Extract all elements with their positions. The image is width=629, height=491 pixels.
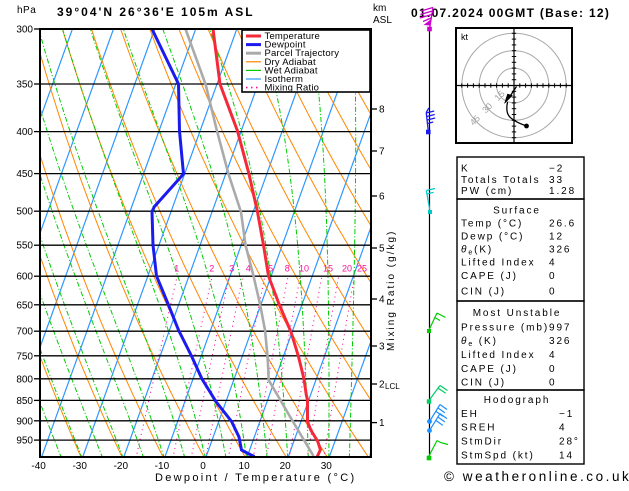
svg-text:LCL: LCL (385, 382, 400, 391)
svg-text:EH: EH (461, 409, 479, 420)
svg-text:km: km (373, 3, 386, 14)
svg-text:15: 15 (493, 89, 507, 103)
svg-text:Temperature: Temperature (265, 31, 321, 42)
svg-text:12: 12 (549, 232, 564, 243)
svg-text:326: 326 (549, 245, 571, 256)
svg-text:Most Unstable: Most Unstable (473, 308, 562, 319)
svg-text:400: 400 (16, 127, 33, 138)
svg-text:4: 4 (549, 350, 556, 361)
svg-text:0: 0 (549, 378, 556, 389)
svg-text:Dewp (°C): Dewp (°C) (461, 232, 524, 243)
svg-text:01.07.2024 00GMT (Base: 12): 01.07.2024 00GMT (Base: 12) (411, 6, 610, 20)
svg-text:5: 5 (268, 264, 273, 274)
svg-text:850: 850 (16, 396, 33, 407)
svg-text:997: 997 (549, 323, 571, 334)
svg-text:Temp (°C): Temp (°C) (461, 219, 523, 230)
svg-text:20: 20 (342, 264, 352, 274)
svg-text:800: 800 (16, 374, 33, 385)
svg-text:θe(K): θe(K) (461, 245, 493, 257)
svg-text:Mixing Ratio (g/kg): Mixing Ratio (g/kg) (386, 230, 397, 351)
svg-text:950: 950 (16, 436, 33, 447)
svg-text:300: 300 (16, 25, 33, 36)
svg-text:10: 10 (299, 264, 309, 274)
svg-text:0: 0 (549, 364, 556, 375)
svg-text:Wet Adiabat: Wet Adiabat (265, 65, 318, 76)
svg-text:Mixing Ratio: Mixing Ratio (265, 83, 320, 94)
svg-text:500: 500 (16, 207, 33, 218)
svg-text:10: 10 (239, 461, 251, 472)
svg-text:26.6: 26.6 (549, 219, 576, 230)
svg-text:0: 0 (549, 287, 556, 298)
svg-text:2: 2 (379, 380, 385, 391)
svg-text:0: 0 (200, 461, 206, 472)
svg-text:Pressure (mb): Pressure (mb) (461, 323, 549, 334)
svg-text:Parcel Trajectory: Parcel Trajectory (265, 48, 340, 59)
svg-text:K: K (461, 164, 470, 175)
svg-text:4: 4 (379, 295, 385, 306)
svg-text:Dewpoint: Dewpoint (265, 40, 306, 51)
svg-text:Lifted Index: Lifted Index (461, 350, 536, 361)
svg-text:-20: -20 (114, 461, 129, 472)
svg-text:3: 3 (229, 264, 234, 274)
svg-text:7: 7 (379, 147, 385, 158)
svg-text:600: 600 (16, 272, 33, 283)
svg-text:350: 350 (16, 80, 33, 91)
svg-text:4: 4 (549, 258, 556, 269)
svg-text:hPa: hPa (17, 5, 36, 16)
svg-text:326: 326 (549, 336, 571, 347)
svg-text:ASL: ASL (373, 15, 392, 26)
svg-text:0: 0 (549, 271, 556, 282)
svg-text:−2: −2 (549, 164, 564, 175)
svg-text:14: 14 (559, 450, 574, 461)
svg-text:CAPE (J): CAPE (J) (461, 364, 518, 375)
svg-text:2: 2 (209, 264, 214, 274)
svg-text:750: 750 (16, 351, 33, 362)
svg-text:1.28: 1.28 (549, 186, 576, 197)
svg-text:550: 550 (16, 241, 33, 252)
svg-text:PW (cm): PW (cm) (461, 186, 513, 197)
svg-text:-40: -40 (31, 461, 46, 472)
svg-text:Dry Adiabat: Dry Adiabat (265, 57, 316, 68)
svg-text:-10: -10 (155, 461, 170, 472)
svg-text:© weatheronline.co.uk: © weatheronline.co.uk (444, 469, 629, 484)
svg-text:Surface: Surface (493, 206, 541, 217)
svg-text:kt: kt (461, 32, 469, 42)
svg-text:700: 700 (16, 327, 33, 338)
svg-text:Hodograph: Hodograph (484, 395, 551, 406)
svg-text:8: 8 (285, 264, 290, 274)
svg-text:30: 30 (480, 101, 494, 115)
svg-text:StmDir: StmDir (461, 437, 503, 448)
svg-text:Isotherm: Isotherm (265, 74, 304, 85)
svg-text:39°04'N 26°36'E 105m ASL: 39°04'N 26°36'E 105m ASL (57, 5, 255, 19)
svg-text:3: 3 (379, 342, 385, 353)
svg-text:8: 8 (379, 105, 385, 116)
svg-text:-30: -30 (72, 461, 87, 472)
svg-text:CIN (J): CIN (J) (461, 287, 506, 298)
svg-text:45: 45 (468, 113, 482, 127)
svg-text:900: 900 (16, 416, 33, 427)
svg-text:4: 4 (246, 264, 251, 274)
svg-text:25: 25 (357, 264, 367, 274)
svg-text:SREH: SREH (461, 422, 496, 433)
svg-text:28°: 28° (559, 437, 580, 448)
svg-text:20: 20 (280, 461, 292, 472)
svg-text:1: 1 (174, 264, 179, 274)
svg-text:StmSpd (kt): StmSpd (kt) (461, 450, 535, 461)
svg-text:650: 650 (16, 300, 33, 311)
svg-text:5: 5 (379, 244, 385, 255)
svg-text:4: 4 (559, 422, 566, 433)
svg-text:−1: −1 (559, 409, 574, 420)
svg-text:450: 450 (16, 169, 33, 180)
svg-text:CIN (J): CIN (J) (461, 378, 506, 389)
svg-text:33: 33 (549, 175, 564, 186)
svg-text:Dewpoint / Temperature (°C): Dewpoint / Temperature (°C) (155, 472, 356, 484)
svg-text:30: 30 (321, 461, 333, 472)
svg-text:6: 6 (379, 192, 385, 203)
svg-text:CAPE (J): CAPE (J) (461, 271, 518, 282)
svg-text:1: 1 (379, 418, 385, 429)
svg-text:Totals Totals: Totals Totals (461, 175, 541, 186)
svg-text:Lifted Index: Lifted Index (461, 258, 536, 269)
svg-text:15: 15 (323, 264, 333, 274)
svg-text:θe (K): θe (K) (461, 336, 498, 348)
